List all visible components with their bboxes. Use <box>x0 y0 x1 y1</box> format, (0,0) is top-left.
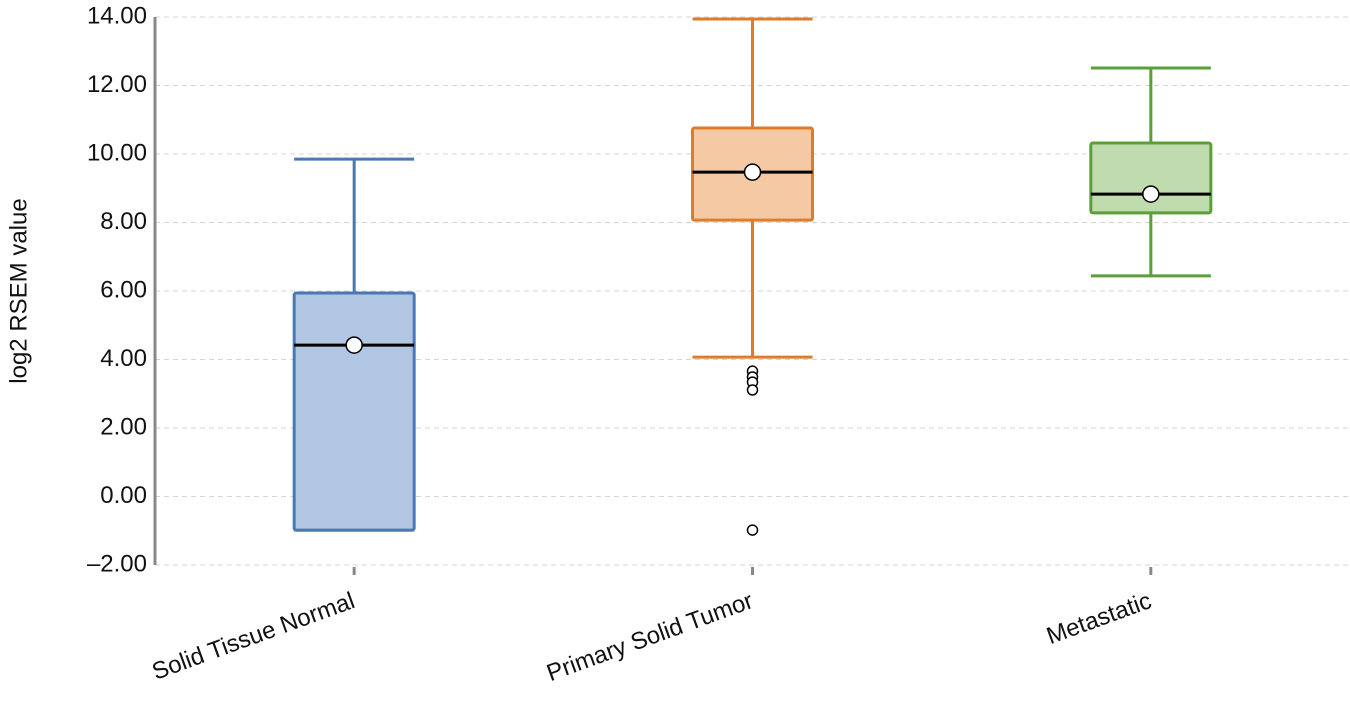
x-tick-label: Metastatic <box>1043 587 1155 650</box>
y-tick-label: –2.00 <box>87 550 147 577</box>
y-tick-label: 2.00 <box>100 413 147 440</box>
y-axis-label: log2 RSEM value <box>5 198 32 383</box>
mean <box>1142 185 1160 203</box>
y-tick-label: 10.00 <box>87 139 147 166</box>
y-tick-label: 6.00 <box>100 276 147 303</box>
mean <box>743 163 762 181</box>
y-tick-label: 12.00 <box>87 71 147 98</box>
x-tick-label: Solid Tissue Normal <box>149 587 359 685</box>
y-tick-label: 0.00 <box>100 482 147 509</box>
x-tick-label: Primary Solid Tumor <box>543 587 757 687</box>
outlier <box>746 384 759 396</box>
y-tick-label: 4.00 <box>100 345 147 372</box>
box <box>292 291 416 532</box>
outlier <box>746 524 759 536</box>
y-tick-label: 8.00 <box>100 208 147 235</box>
mean <box>345 336 363 354</box>
y-tick-label: 14.00 <box>87 2 147 29</box>
